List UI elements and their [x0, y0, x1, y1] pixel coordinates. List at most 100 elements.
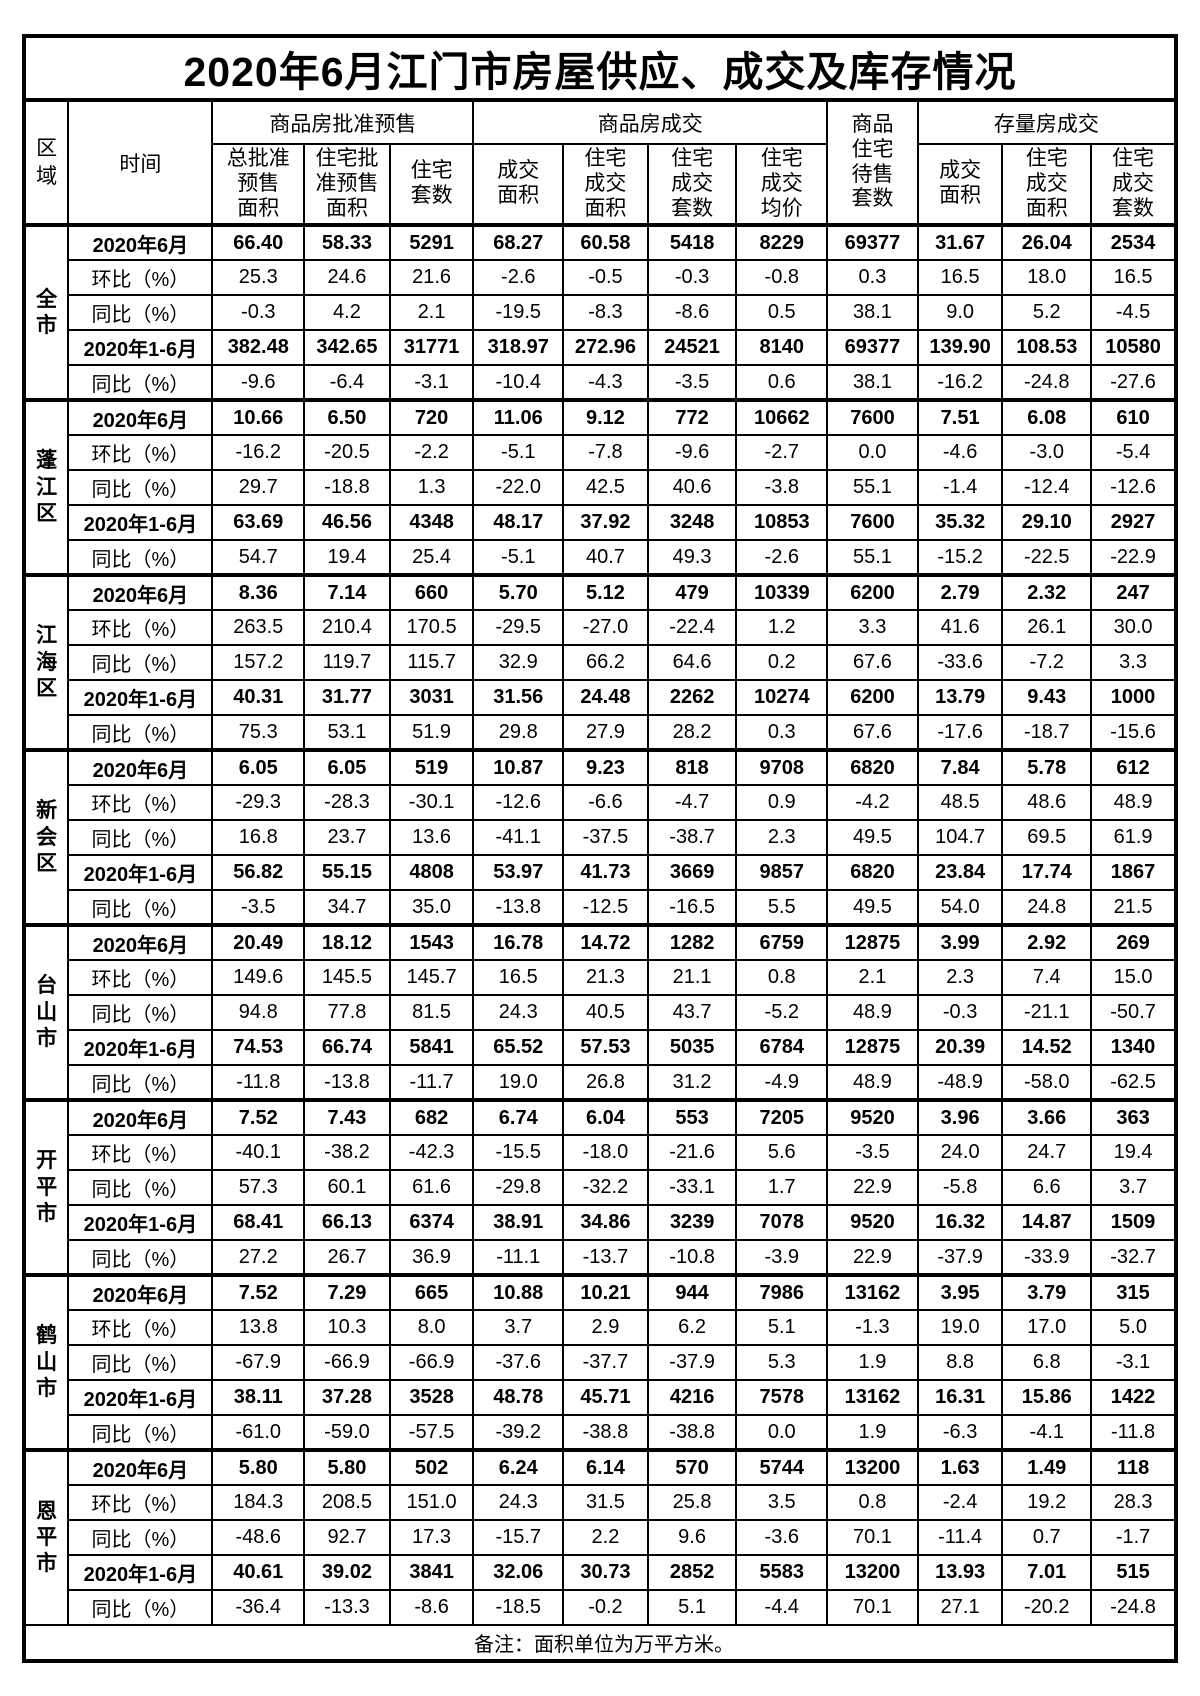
data-cell: 51.9	[388, 714, 475, 752]
data-cell: -8.3	[562, 294, 649, 332]
data-cell: 48.5	[916, 784, 1004, 822]
data-cell: 28.3	[1090, 1484, 1177, 1522]
table-row: 环比（%） -29.3 -28.3 -30.1 -12.6 -6.6 -4.7 0.9 -4.2…	[24, 784, 1177, 822]
row-period-label: 同比（%）	[67, 1519, 214, 1557]
data-cell: -39.2	[472, 1414, 565, 1452]
data-cell: 49.5	[826, 889, 919, 927]
data-cell: -4.5	[1090, 294, 1177, 332]
data-cell: 145.7	[388, 959, 475, 997]
data-cell: 7600	[826, 504, 919, 542]
table-row: 同比（%） 57.3 60.1 61.6 -29.8 -32.2 -33.1 1.7 22.9-…	[24, 1169, 1177, 1207]
data-cell: 58.33	[303, 223, 391, 262]
row-period-label: 同比（%）	[67, 714, 214, 752]
data-cell: -29.8	[472, 1169, 565, 1207]
data-cell: 7.84	[916, 748, 1004, 787]
data-cell: -20.2	[1001, 1589, 1093, 1627]
data-cell: 14.72	[562, 923, 649, 962]
table-row: 2020年1-6月 382.48 342.65 31771 318.97 272.96 24…	[24, 329, 1177, 367]
data-cell: -32.2	[562, 1169, 649, 1207]
data-cell: 382.48	[211, 329, 306, 367]
table-row: 2020年1-6月 68.41 66.13 6374 38.91 34.86 3239 707…	[24, 1204, 1177, 1242]
data-cell: -3.6	[735, 1519, 829, 1557]
data-cell: 149.6	[211, 959, 306, 997]
data-cell: 6.8	[1001, 1344, 1093, 1382]
data-cell: 9520	[826, 1204, 919, 1242]
data-cell: 1422	[1090, 1379, 1177, 1417]
subheader-stock-sold-area: 成交 面积	[916, 142, 1004, 227]
data-cell: -37.5	[562, 819, 649, 857]
data-cell: 35.0	[388, 889, 475, 927]
data-cell: 5035	[646, 1029, 738, 1067]
data-cell: 0.3	[735, 714, 829, 752]
data-cell: 1340	[1090, 1029, 1177, 1067]
data-cell: 19.4	[1090, 1134, 1177, 1172]
data-cell: 21.5	[1090, 889, 1177, 927]
data-cell: 42.5	[562, 469, 649, 507]
data-cell: -41.1	[472, 819, 565, 857]
data-cell: 24.6	[303, 259, 391, 297]
data-cell: 41.6	[916, 609, 1004, 647]
data-cell: 9.12	[562, 398, 649, 437]
data-cell: -38.7	[646, 819, 738, 857]
data-cell: 94.8	[211, 994, 306, 1032]
data-cell: 660	[388, 573, 475, 612]
region-label: 江 海 区	[22, 573, 70, 752]
footer-note-row: 备注：面积单位为万平方米。	[23, 1624, 1177, 1663]
data-cell: -2.6	[472, 259, 565, 297]
data-cell: 63.69	[211, 504, 306, 542]
data-cell: 69377	[826, 223, 919, 262]
data-cell: -4.1	[1001, 1414, 1093, 1452]
data-cell: 157.2	[211, 644, 306, 682]
data-cell: 70.1	[826, 1589, 919, 1627]
data-cell: 40.5	[562, 994, 649, 1032]
data-cell: 48.9	[826, 994, 919, 1032]
row-period-label: 2020年6月	[67, 223, 214, 262]
data-cell: 31.2	[646, 1064, 738, 1102]
data-cell: 2.92	[1001, 923, 1093, 962]
data-cell: 2534	[1090, 223, 1177, 262]
data-cell: 27.1	[916, 1589, 1004, 1627]
data-cell: 61.9	[1090, 819, 1177, 857]
table-row: 同比（%） 94.8 77.8 81.5 24.3 40.5 43.7 -5.2 48.9 -0.…	[24, 994, 1177, 1032]
table-row: 环比（%） 149.6 145.5 145.7 16.5 21.3 21.1 0.8 2.1 2.…	[24, 959, 1177, 997]
table-row: 环比（%） 184.3 208.5 151.0 24.3 31.5 25.8 3.5 0.8 -2…	[24, 1484, 1177, 1522]
data-cell: 5.80	[303, 1448, 391, 1487]
data-cell: 104.7	[916, 819, 1004, 857]
data-cell: 48.9	[1090, 784, 1177, 822]
row-period-label: 2020年1-6月	[67, 1029, 214, 1067]
data-cell: 26.7	[303, 1239, 391, 1277]
data-cell: 3.95	[916, 1273, 1004, 1312]
table-row: 2020年1-6月 74.53 66.74 5841 65.52 57.53 5035 678…	[24, 1029, 1177, 1067]
data-cell: -21.1	[1001, 994, 1093, 1032]
row-period-label: 同比（%）	[67, 1589, 214, 1627]
data-cell: 29.8	[472, 714, 565, 752]
header-sub-row: 总批准 预售 面积 住宅批 准预售 面积 住宅 套数 成交 面积 住宅 成交 面…	[24, 142, 1177, 227]
data-cell: 502	[388, 1448, 475, 1487]
subheader-stock-residential-sold-area: 住宅 成交 面积	[1001, 142, 1093, 227]
row-period-label: 环比（%）	[67, 259, 214, 297]
data-cell: 55.15	[303, 854, 391, 892]
data-cell: 6.2	[646, 1309, 738, 1347]
data-cell: 66.2	[562, 644, 649, 682]
data-cell: 54.0	[916, 889, 1004, 927]
data-cell: -66.9	[388, 1344, 475, 1382]
data-cell: 8.8	[916, 1344, 1004, 1382]
data-cell: 5.5	[735, 889, 829, 927]
data-cell: 6.24	[472, 1448, 565, 1487]
data-cell: 0.6	[735, 364, 829, 402]
data-cell: 34.7	[303, 889, 391, 927]
data-cell: 682	[388, 1098, 475, 1137]
data-cell: 53.1	[303, 714, 391, 752]
row-period-label: 2020年1-6月	[67, 504, 214, 542]
data-cell: 118	[1090, 1448, 1177, 1487]
data-cell: -3.5	[211, 889, 306, 927]
data-cell: -1.7	[1090, 1519, 1177, 1557]
table-row: 新 会 区 2020年6月 6.05 6.05 519 10.87 9.23 818 9708 6…	[22, 748, 1177, 927]
data-cell: 13.8	[211, 1309, 306, 1347]
footer-note: 备注：面积单位为万平方米。	[23, 1624, 1177, 1663]
data-cell: 5583	[735, 1554, 829, 1592]
data-cell: 64.6	[646, 644, 738, 682]
data-cell: 6.74	[472, 1098, 565, 1137]
data-cell: 9.23	[562, 748, 649, 787]
data-cell: 31771	[388, 329, 475, 367]
